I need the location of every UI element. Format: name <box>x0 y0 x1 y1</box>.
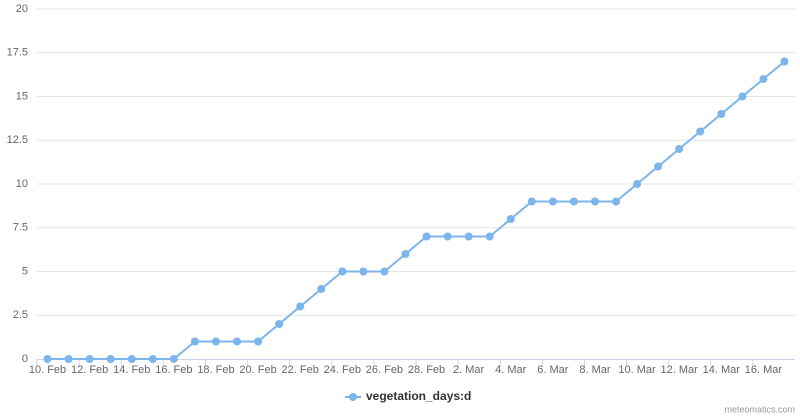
point <box>612 197 621 206</box>
x-tick-label: 10. Mar <box>618 364 656 376</box>
point <box>717 110 726 118</box>
point <box>569 197 578 206</box>
x-tick-label: 16. Feb <box>155 364 192 376</box>
x-tick-label: 16. Mar <box>745 364 783 376</box>
x-tick-label: 20. Feb <box>239 364 276 376</box>
point <box>738 92 747 101</box>
point <box>338 267 347 276</box>
point <box>654 162 663 171</box>
y-tick-label: 15 <box>16 90 28 102</box>
point <box>64 355 73 363</box>
point <box>254 337 263 346</box>
y-tick-label: 7.5 <box>13 222 28 234</box>
point <box>590 197 599 206</box>
point <box>211 337 220 346</box>
point <box>485 232 494 241</box>
point <box>148 355 157 363</box>
point <box>233 337 242 346</box>
y-tick-label: 2.5 <box>13 309 28 321</box>
x-tick-label: 10. Feb <box>29 364 66 376</box>
point <box>190 337 199 346</box>
legend-label: vegetation_days:d <box>366 389 471 403</box>
point <box>359 267 368 276</box>
x-tick-label: 14. Feb <box>113 364 150 376</box>
point <box>43 355 52 363</box>
y-tick-label: 10 <box>16 178 28 190</box>
point <box>696 127 705 136</box>
y-tick-label: 20 <box>16 3 28 15</box>
x-tick-label: 12. Feb <box>71 364 108 376</box>
point <box>169 355 178 363</box>
point <box>296 302 305 311</box>
y-tick-label: 0 <box>22 353 28 365</box>
legend-symbol <box>349 393 357 401</box>
x-tick-label: 4. Mar <box>495 364 527 376</box>
point <box>401 250 410 258</box>
point <box>380 267 389 276</box>
point <box>780 57 789 66</box>
point <box>548 197 557 206</box>
point <box>633 180 642 188</box>
x-tick-label: 8. Mar <box>579 364 611 376</box>
point <box>506 215 515 223</box>
x-tick-label: 6. Mar <box>537 364 569 376</box>
x-tick-label: 22. Feb <box>282 364 319 376</box>
x-tick-label: 14. Mar <box>703 364 741 376</box>
y-tick-label: 12.5 <box>7 134 28 146</box>
y-tick-label: 5 <box>22 265 28 277</box>
x-tick-label: 28. Feb <box>408 364 445 376</box>
x-tick-label: 12. Mar <box>661 364 699 376</box>
point <box>443 232 452 241</box>
legend: vegetation_days:d <box>345 389 471 403</box>
point <box>317 285 326 293</box>
point <box>106 355 115 363</box>
point <box>527 197 536 206</box>
point <box>275 320 284 328</box>
x-tick-label: 18. Feb <box>197 364 234 376</box>
x-tick-label: 24. Feb <box>324 364 361 376</box>
x-tick-label: 2. Mar <box>453 364 485 376</box>
credit: meteomatics.com <box>724 404 795 414</box>
point <box>464 232 473 241</box>
x-tick-label: 26. Feb <box>366 364 403 376</box>
point <box>85 355 94 363</box>
y-tick-label: 17.5 <box>7 47 28 59</box>
point <box>127 355 136 363</box>
point <box>675 145 684 153</box>
point <box>759 75 768 83</box>
point <box>422 232 431 241</box>
series-line <box>47 60 786 360</box>
